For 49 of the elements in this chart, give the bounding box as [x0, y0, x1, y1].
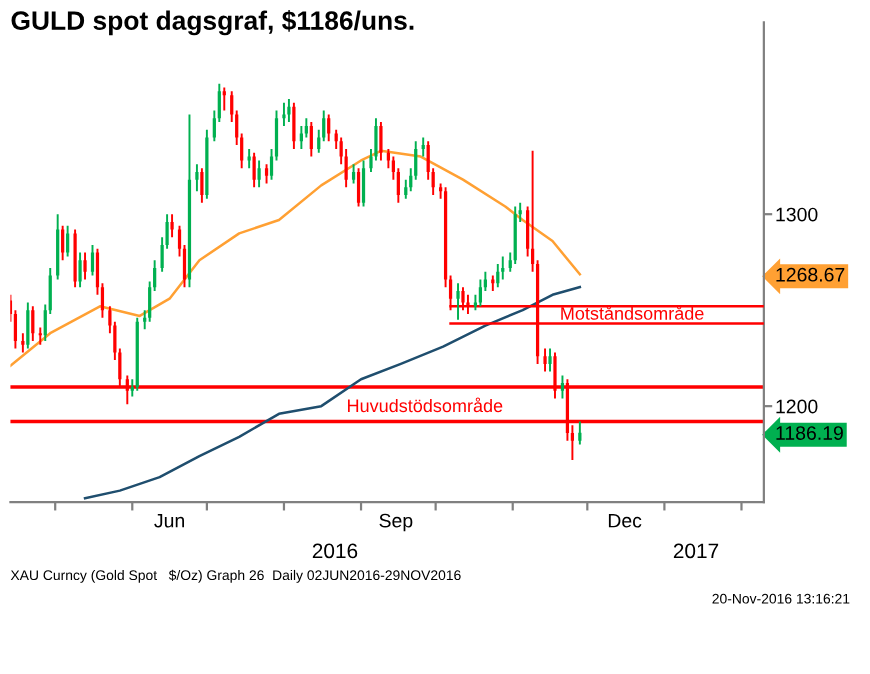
- text: 2016: [312, 543, 358, 559]
- x-tick-label: Jun: [154, 513, 184, 528]
- candlestick: [170, 213, 174, 239]
- y-tick-label: 1186.19: [776, 426, 843, 440]
- candlestick: [90, 243, 95, 277]
- candlestick: [13, 309, 18, 350]
- candlestick: [309, 121, 313, 158]
- candlestick: [456, 282, 460, 321]
- candlestick: [252, 151, 256, 189]
- candlestick: [578, 420, 582, 446]
- text: 2017: [673, 543, 719, 559]
- candlestick: [195, 163, 199, 193]
- candlestick: [222, 86, 226, 112]
- candlestick: [200, 167, 204, 204]
- y-tick-label: 1268.67: [776, 267, 845, 282]
- candlestick: [292, 101, 296, 150]
- chart-title: GULD spot dagsgraf, $1186/uns.: [11, 10, 414, 36]
- candlestick: [73, 228, 77, 289]
- x-tick-label: Dec: [608, 513, 642, 528]
- candlestick: [83, 251, 87, 281]
- candlestick: [548, 347, 552, 373]
- candlestick: [478, 278, 483, 308]
- candlestick: [26, 301, 30, 350]
- candlestick: [327, 113, 331, 143]
- candlestick: [421, 136, 425, 158]
- annotation: Motståndsområde: [561, 305, 704, 320]
- candlestick: [513, 205, 517, 266]
- candlestick: [501, 255, 505, 281]
- candlestick: [351, 163, 356, 185]
- candlestick: [66, 224, 70, 258]
- candlestick: [282, 101, 286, 127]
- candlestick: [21, 332, 25, 354]
- candlestick: [56, 213, 60, 281]
- y-tick-label: 1300: [776, 207, 818, 222]
- candlestick: [31, 305, 35, 342]
- candlestick: [264, 163, 269, 185]
- candlestick: [560, 374, 565, 400]
- candlestick: [379, 121, 383, 162]
- x-tick-label: Sep: [379, 513, 413, 532]
- candlestick: [543, 347, 547, 373]
- y-tick-label: 1200: [776, 399, 818, 414]
- candlestick: [257, 159, 261, 189]
- candlestick: [61, 224, 65, 262]
- candlestick: [78, 251, 82, 289]
- ref-line-label: Huvudstödsområde: [348, 397, 503, 413]
- candlestick: [356, 167, 361, 208]
- candlestick: [361, 159, 366, 208]
- candlestick: [38, 326, 42, 346]
- candlestick: [287, 98, 291, 124]
